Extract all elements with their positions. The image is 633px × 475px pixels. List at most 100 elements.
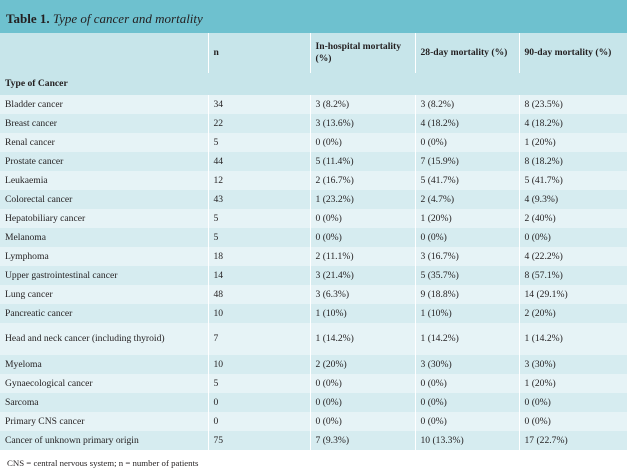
cancer-type-cell: Lymphoma	[5, 250, 49, 262]
value-cell: 34	[207, 95, 310, 114]
value-cell: 0 (0%)	[309, 412, 415, 431]
cancer-type-cell: Breast cancer	[5, 117, 57, 129]
section-label: Type of Cancer	[5, 78, 68, 89]
table-number: Table 1.	[6, 11, 50, 26]
table-row: Renal cancer 5 0 (0%) 0 (0%) 1 (20%)	[0, 133, 627, 152]
value-cell: 10	[207, 304, 310, 323]
value-cell: 4 (18.2%)	[518, 114, 627, 133]
value-cell: 2 (4.7%)	[414, 190, 519, 209]
value-cell: 5	[207, 209, 310, 228]
value-cell: 5 (35.7%)	[414, 266, 519, 285]
value-cell: 1 (10%)	[309, 304, 415, 323]
value-cell: 8 (57.1%)	[518, 266, 627, 285]
value-cell: 48	[207, 285, 310, 304]
value-cell: 5 (41.7%)	[518, 171, 627, 190]
cancer-type-cell: Sarcoma	[5, 396, 39, 408]
table-row: Prostate cancer 44 5 (11.4%) 7 (15.9%) 8 (18…	[0, 152, 627, 171]
table-row: Gynaecological cancer 5 0 (0%) 0 (0%) 1 (20%…	[0, 374, 627, 393]
table-row: Sarcoma 0 0 (0%) 0 (0%) 0 (0%)	[0, 393, 627, 412]
value-cell: 4 (9.3%)	[518, 190, 627, 209]
value-cell: 3 (16.7%)	[414, 247, 519, 266]
table-row: Lymphoma 18 2 (11.1%) 3 (16.7%) 4 (22.2%)	[0, 247, 627, 266]
value-cell: 1 (14.2%)	[414, 323, 519, 355]
cancer-type-cell: Primary CNS cancer	[5, 415, 85, 427]
value-cell: 17 (22.7%)	[518, 431, 627, 450]
value-cell: 5 (11.4%)	[309, 152, 415, 171]
value-cell: 3 (30%)	[414, 355, 519, 374]
value-cell: 5	[207, 374, 310, 393]
value-cell: 10 (13.3%)	[414, 431, 519, 450]
value-cell: 1 (20%)	[518, 374, 627, 393]
cancer-type-cell: Pancreatic cancer	[5, 307, 73, 319]
value-cell: 0	[207, 393, 310, 412]
value-cell: 0 (0%)	[309, 228, 415, 247]
cancer-type-cell: Colorectal cancer	[5, 193, 73, 205]
header-cell: n	[207, 33, 310, 73]
value-cell: 0 (0%)	[518, 412, 627, 431]
value-cell: 1 (10%)	[414, 304, 519, 323]
cancer-type-cell: Lung cancer	[5, 288, 53, 300]
value-cell: 14	[207, 266, 310, 285]
value-cell: 75	[207, 431, 310, 450]
table-title: Type of cancer and mortality	[52, 11, 203, 26]
value-cell: 9 (18.8%)	[414, 285, 519, 304]
header-cell	[0, 33, 208, 73]
cancer-type-cell: Leukaemia	[5, 174, 48, 186]
value-cell: 5 (41.7%)	[414, 171, 519, 190]
value-cell: 2 (40%)	[518, 209, 627, 228]
value-cell: 4 (18.2%)	[414, 114, 519, 133]
value-cell: 1 (14.2%)	[518, 323, 627, 355]
value-cell: 12	[207, 171, 310, 190]
value-cell: 3 (30%)	[518, 355, 627, 374]
table-row: Primary CNS cancer 0 0 (0%) 0 (0%) 0 (0%)	[0, 412, 627, 431]
value-cell: 0 (0%)	[309, 209, 415, 228]
value-cell: 10	[207, 355, 310, 374]
value-cell: 44	[207, 152, 310, 171]
value-cell: 3 (13.6%)	[309, 114, 415, 133]
table-row: Hepatobiliary cancer 5 0 (0%) 1 (20%) 2 (40%…	[0, 209, 627, 228]
value-cell: 1 (14.2%)	[309, 323, 415, 355]
value-cell: 3 (8.2%)	[414, 95, 519, 114]
value-cell: 18	[207, 247, 310, 266]
table-row: Upper gastrointestinal cancer 14 3 (21.4%)…	[0, 266, 627, 285]
cancer-type-cell: Upper gastrointestinal cancer	[5, 269, 118, 281]
value-cell: 0 (0%)	[309, 393, 415, 412]
table-body: Type of Cancer Bladder cancer 34 3 (8.2%) 3…	[0, 73, 627, 450]
table-row: Lung cancer 48 3 (6.3%) 9 (18.8%) 14 (29.1%)	[0, 285, 627, 304]
value-cell: 3 (8.2%)	[309, 95, 415, 114]
value-cell: 1 (20%)	[518, 133, 627, 152]
value-cell: 0 (0%)	[518, 228, 627, 247]
table-row: Head and neck cancer (including thyroid)…	[0, 323, 627, 355]
value-cell: 2 (16.7%)	[309, 171, 415, 190]
table-row: Pancreatic cancer 10 1 (10%) 1 (10%) 2 (20%)	[0, 304, 627, 323]
value-cell: 5	[207, 228, 310, 247]
value-cell: 0 (0%)	[414, 228, 519, 247]
value-cell: 7 (9.3%)	[309, 431, 415, 450]
value-cell: 2 (20%)	[309, 355, 415, 374]
header-cell: In-hospital mortality (%)	[309, 33, 415, 73]
value-cell: 7	[207, 323, 310, 355]
value-cell: 8 (18.2%)	[518, 152, 627, 171]
table-row: Breast cancer 22 3 (13.6%) 4 (18.2%) 4 (18.2…	[0, 114, 627, 133]
value-cell: 5	[207, 133, 310, 152]
table-row: Cancer of unknown primary origin 75 7 (9.3…	[0, 431, 627, 450]
table-caption: Table 1. Type of cancer and mortality	[0, 0, 627, 33]
cancer-type-cell: Myeloma	[5, 358, 42, 370]
header-row: n In-hospital mortality (%) 28-day morta…	[0, 33, 627, 73]
value-cell: 0 (0%)	[414, 133, 519, 152]
value-cell: 3 (21.4%)	[309, 266, 415, 285]
value-cell: 4 (22.2%)	[518, 247, 627, 266]
table-row: Bladder cancer 34 3 (8.2%) 3 (8.2%) 8 (23.5%…	[0, 95, 627, 114]
value-cell: 3 (6.3%)	[309, 285, 415, 304]
cancer-type-cell: Melanoma	[5, 231, 47, 243]
cancer-type-cell: Gynaecological cancer	[5, 377, 93, 389]
table-row: Myeloma 10 2 (20%) 3 (30%) 3 (30%)	[0, 355, 627, 374]
cancer-type-cell: Head and neck cancer (including thyroid)	[5, 333, 165, 344]
value-cell: 0 (0%)	[414, 412, 519, 431]
mortality-table: n In-hospital mortality (%) 28-day morta…	[0, 33, 627, 450]
cancer-type-cell: Renal cancer	[5, 136, 55, 148]
value-cell: 43	[207, 190, 310, 209]
value-cell: 0	[207, 412, 310, 431]
table-row: Melanoma 5 0 (0%) 0 (0%) 0 (0%)	[0, 228, 627, 247]
